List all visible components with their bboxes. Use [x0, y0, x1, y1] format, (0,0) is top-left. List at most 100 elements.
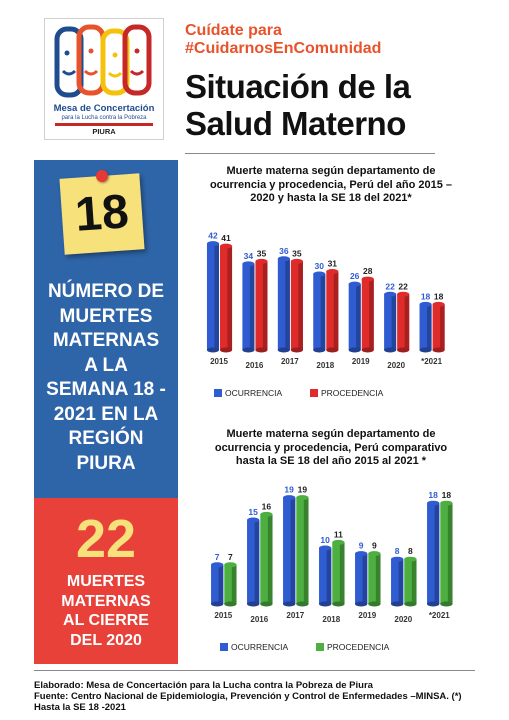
chart2-bar-ocurrencia — [247, 517, 260, 607]
legend-swatch-procedencia — [316, 643, 324, 651]
chart1-category-label: 2020 — [387, 361, 405, 370]
logo-name-line2: para la Lucha contra la Pobreza — [61, 115, 147, 121]
chart2-category-label: 2017 — [286, 611, 304, 620]
chart1-category-label: 2019 — [352, 357, 370, 366]
chart1-data-label: 22 — [398, 281, 408, 291]
stat-2021-line-8: PIURA — [76, 452, 136, 474]
stat-2021-line-6: 2021 EN LA — [53, 403, 159, 425]
chart2-title-line-3: hasta la SE 18 del año 2015 al 2021 * — [235, 455, 427, 467]
chart1-data-label: 31 — [328, 258, 338, 268]
chart2-bar-procedencia — [260, 511, 273, 607]
chart1-data-label: 36 — [279, 246, 289, 256]
campaign-hashtag: Cuídate para #CuidarnosEnComunidad — [185, 22, 381, 58]
stat-description-2020: MUERTES MATERNAS AL CIERRE DEL 2020 — [40, 572, 172, 650]
chart2-title-line-2: ocurrencia y procedencia, Perú comparati… — [214, 441, 448, 454]
legend-label-procedencia: PROCEDENCIA — [321, 388, 384, 398]
big-number-2021: 18 — [73, 185, 131, 242]
chart2-category-label: 2016 — [250, 615, 268, 624]
stat-2020-line-4: DEL 2020 — [70, 631, 142, 649]
chart2-bar-procedencia — [404, 556, 417, 607]
chart2-svg: 2015 7 7 2016 15 16 2017 19 19 2018 10 11 2019 9 9 2020… — [211, 485, 453, 652]
chart1-bar-procedencia — [397, 291, 410, 353]
legend-label-ocurrencia: OCURRENCIA — [225, 388, 282, 398]
chart1-bar-ocurrencia — [242, 261, 255, 353]
chart1-bar-ocurrencia — [348, 281, 361, 353]
chart2-data-label: 19 — [284, 485, 294, 495]
stat-description-2021: NÚMERO DE MUERTES MATERNAS A LA SEMANA 18 - 2… — [40, 280, 172, 476]
chart2-bar-procedencia — [332, 539, 345, 607]
footer-credits: Elaborado: Mesa de Concertación para la … — [34, 680, 494, 713]
chart1-bar-ocurrencia — [419, 301, 432, 353]
chart1-category-label: *2021 — [421, 357, 442, 366]
chart2-category-label: 2018 — [322, 615, 340, 624]
chart1-category-label: 2017 — [281, 357, 299, 366]
chart1-bar-procedencia — [290, 258, 303, 353]
big-number-2020: 22 — [75, 509, 137, 569]
legend-label-ocurrencia: OCURRENCIA — [231, 642, 288, 652]
chart2-category-label: *2021 — [429, 611, 450, 620]
chart2-data-label: 19 — [298, 485, 308, 495]
logo-divider — [55, 123, 153, 126]
stat-2021-line-7: REGIÓN — [68, 428, 144, 449]
legend-swatch-ocurrencia — [214, 389, 222, 397]
chart2-bar-ocurrencia — [319, 545, 332, 607]
header-divider — [185, 153, 435, 154]
hashtag-line2: #CuidarnosEnComunidad — [185, 40, 382, 57]
chart1-bar-procedencia — [255, 258, 268, 353]
chart1-title-line-3: 2020 y hasta la SE 18 del 2021* — [250, 192, 412, 204]
chart1: 2015 42 41 2016 34 35 2017 36 35 2018 30 31 2019 26 28… — [196, 212, 458, 408]
chart1-bar-procedencia — [326, 268, 339, 353]
chart2: 2015 7 7 2016 15 16 2017 19 19 2018 10 11 2019 9 9 2020… — [198, 472, 466, 662]
stat-2020-line-2: MATERNAS — [61, 592, 151, 610]
chart1-data-label: 34 — [244, 251, 254, 261]
footer-cutoff: Hasta la SE 18 -2021 — [34, 702, 126, 713]
stat-2021-line-3: MATERNAS — [52, 330, 160, 351]
chart2-bar-ocurrencia — [427, 500, 440, 607]
chart2-data-label: 16 — [262, 501, 272, 511]
stat-2021-line-4: A LA — [84, 354, 128, 376]
legend-swatch-procedencia — [310, 389, 318, 397]
chart2-bar-ocurrencia — [283, 495, 296, 607]
chart1-bar-ocurrencia — [384, 291, 397, 353]
chart2-title-line-1: Muerte materna según departamento de — [226, 428, 436, 440]
chart2-data-label: 15 — [248, 507, 258, 517]
chart1-category-label: 2018 — [316, 361, 334, 370]
logo-name-line1: Mesa de Concertación — [53, 103, 155, 114]
chart2-bar-procedencia — [296, 495, 309, 607]
footer-source: Fuente: Centro Nacional de Epidemiologia… — [34, 691, 462, 702]
chart2-data-label: 7 — [228, 552, 233, 562]
stat-2020-line-1: MUERTES — [66, 573, 146, 590]
chart2-category-label: 2020 — [394, 615, 412, 624]
organization-logo: Mesa de Concertación para la Lucha contr… — [44, 18, 164, 140]
chart2-bar-procedencia — [440, 500, 453, 607]
stat-2020-line-3: AL CIERRE — [63, 612, 149, 629]
chart1-bar-procedencia — [432, 301, 445, 353]
chart1-title-line-1: Muerte materna según departamento de — [226, 165, 436, 177]
chart1-title-line-2: ocurrencia y procedencia, Perú del año 2… — [209, 178, 453, 191]
chart1-data-label: 35 — [257, 248, 267, 258]
chart2-title: Muerte materna según departamento de ocur… — [186, 428, 476, 469]
chart2-data-label: 9 — [359, 541, 364, 551]
chart2-bar-ocurrencia — [391, 556, 404, 607]
pushpin-icon — [96, 170, 108, 182]
footer-divider — [34, 670, 475, 671]
chart1-bar-ocurrencia — [313, 271, 326, 353]
chart1-category-label: 2016 — [246, 361, 264, 370]
chart2-bar-ocurrencia — [355, 551, 368, 607]
chart2-data-label: 10 — [320, 535, 330, 545]
chart1-data-label: 42 — [208, 231, 218, 241]
legend-label-procedencia: PROCEDENCIA — [327, 642, 390, 652]
chart2-bar-procedencia — [224, 562, 237, 607]
chart1-data-label: 28 — [363, 266, 373, 276]
title-line1: Situación de la — [185, 68, 411, 105]
chart2-data-label: 8 — [408, 546, 413, 556]
chart2-data-label: 8 — [395, 546, 400, 556]
chart1-bar-ocurrencia — [206, 241, 220, 353]
chart1-data-label: 35 — [292, 248, 302, 258]
title-line2: Salud Materno — [185, 105, 406, 142]
stat-2021-line-1: NÚMERO DE — [47, 281, 165, 302]
stat-panel-2020 — [34, 498, 178, 664]
hashtag-line1: Cuídate para — [185, 22, 282, 39]
chart1-bar-ocurrencia — [277, 256, 290, 353]
chart1-data-label: 26 — [350, 271, 360, 281]
